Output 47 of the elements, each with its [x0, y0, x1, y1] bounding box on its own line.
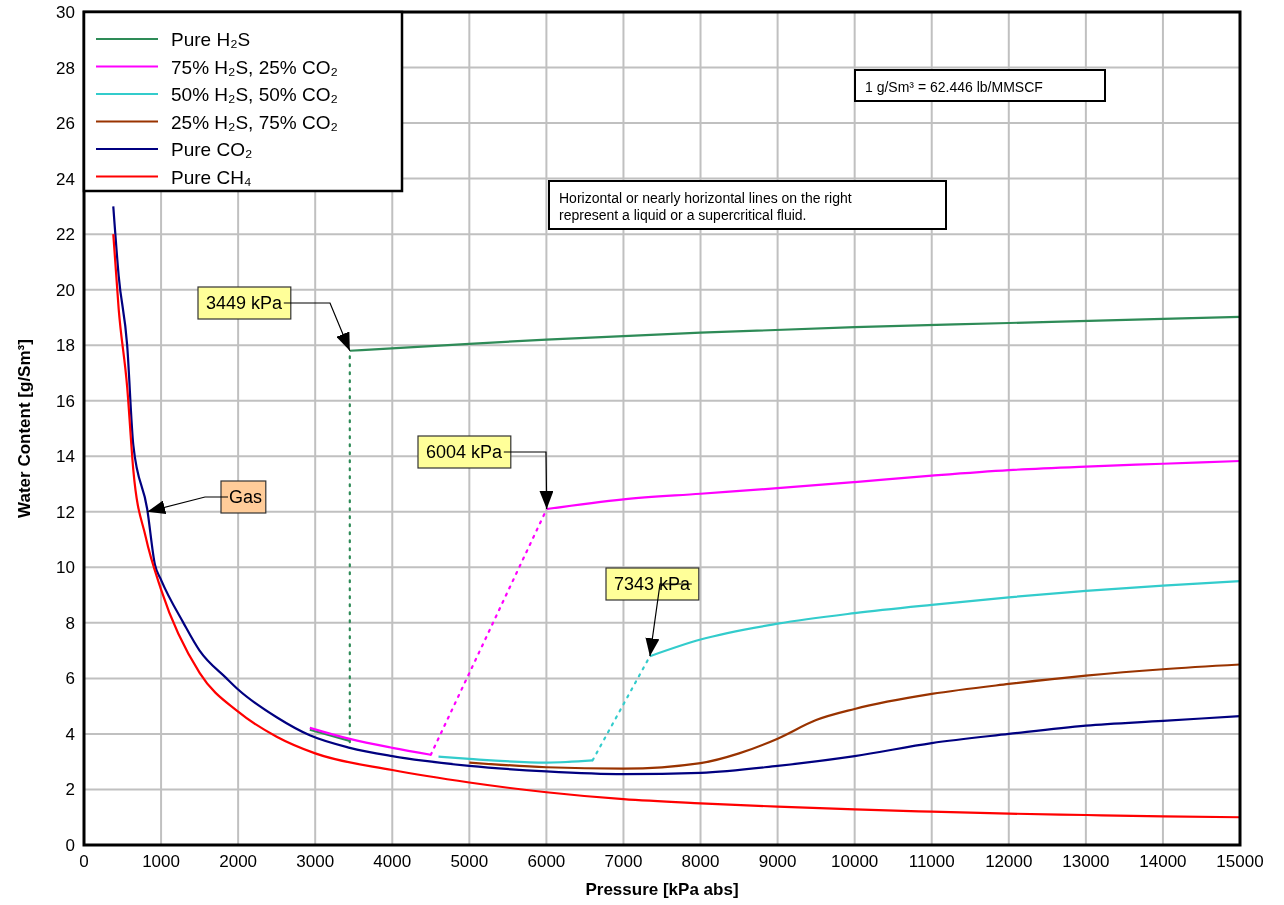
x-tick-label: 7000	[604, 852, 643, 871]
y-tick-label: 0	[65, 836, 75, 855]
x-tick-label: 12000	[985, 852, 1033, 871]
x-tick-label: 10000	[831, 852, 879, 871]
x-tick-label: 8000	[681, 852, 720, 871]
y-tick-label: 18	[56, 336, 75, 356]
annotation: Gas	[229, 487, 263, 507]
y-tick-label: 28	[56, 58, 75, 78]
legend-label: 75% H₂S, 25% CO₂	[171, 56, 338, 78]
x-tick-label: 0	[79, 852, 89, 871]
x-tick-label: 2000	[219, 852, 258, 871]
y-tick-label: 6	[65, 669, 75, 689]
legend-label: 25% H₂S, 75% CO₂	[171, 111, 338, 133]
x-tick-label: 15000	[1216, 852, 1264, 871]
x-tick-label: 1000	[142, 852, 180, 871]
x-axis-title: Pressure [kPa abs]	[585, 880, 739, 899]
y-tick-label: 8	[65, 613, 75, 633]
x-tick-label: 13000	[1062, 852, 1110, 871]
y-tick-label: 22	[56, 225, 75, 245]
legend-label: Pure CO₂	[171, 139, 253, 160]
x-tick-label: 6000	[527, 852, 566, 871]
legend-label: 50% H₂S, 50% CO₂	[171, 84, 338, 105]
y-tick-label: 16	[56, 391, 75, 411]
y-tick-label: 20	[56, 280, 75, 300]
y-tick-label: 24	[56, 169, 75, 189]
annotation: 3449 kPa	[206, 293, 284, 313]
annotation: Horizontal or nearly horizontal lines on the right represent a liquid or a supercritical fluid.	[559, 190, 852, 223]
x-tick-label: 9000	[758, 852, 797, 871]
x-tick-label: 11000	[908, 852, 955, 871]
annotation: 7343 kPa	[614, 574, 692, 594]
annotation: 1 g/Sm³ = 62.446 lb/MMSCF	[865, 79, 1043, 95]
x-tick-label: 5000	[450, 852, 489, 871]
y-tick-label: 30	[56, 3, 75, 22]
y-tick-label: 10	[56, 558, 75, 578]
line-series	[468, 663, 1242, 770]
x-tick-label: 14000	[1139, 852, 1187, 871]
y-tick-label: 12	[56, 502, 75, 522]
y-tick-label: 14	[56, 447, 75, 467]
y-axis-title: Water Content [g/Sm³]	[15, 339, 34, 518]
x-tick-label: 4000	[373, 852, 412, 871]
y-tick-label: 4	[65, 724, 75, 744]
annotation: 6004 kPa	[426, 442, 504, 462]
y-tick-label: 2	[65, 780, 75, 800]
legend-label: Pure H₂S	[171, 29, 251, 50]
legend-label: Pure CH₄	[171, 166, 252, 188]
y-tick-label: 26	[56, 114, 75, 134]
x-tick-label: 3000	[296, 852, 335, 871]
